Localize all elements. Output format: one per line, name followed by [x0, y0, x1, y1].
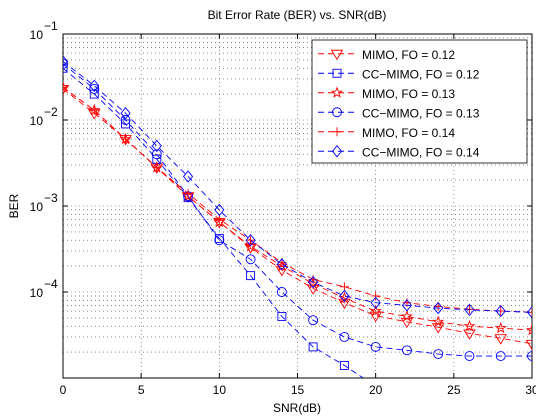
marker: [120, 106, 131, 120]
marker: [369, 311, 382, 323]
legend-marker: [332, 127, 342, 137]
marker: [244, 239, 257, 252]
marker: [120, 115, 131, 125]
marker: [307, 277, 320, 289]
y-tick-exponent: −3: [44, 191, 58, 205]
legend-marker: [332, 107, 342, 118]
marker: [463, 319, 476, 332]
marker: [152, 163, 162, 173]
marker: [308, 275, 319, 289]
marker: [338, 298, 351, 310]
marker: [308, 315, 319, 326]
marker: [63, 58, 68, 69]
series-line: [63, 61, 532, 313]
marker: [401, 299, 413, 312]
marker: [63, 82, 68, 92]
marker: [433, 349, 444, 359]
legend-label: MIMO, FO = 0.12: [362, 48, 455, 62]
marker: [494, 321, 507, 334]
marker: [214, 214, 224, 224]
marker: [369, 304, 382, 317]
series-line: [63, 67, 365, 378]
legend-label: CC−MIMO, FO = 0.13: [362, 106, 480, 120]
marker: [89, 79, 100, 92]
marker: [63, 55, 69, 68]
y-tick-exponent: −2: [44, 105, 58, 119]
marker: [339, 360, 349, 370]
marker: [464, 303, 475, 317]
marker: [277, 311, 287, 321]
legend-marker: [331, 145, 343, 158]
marker: [463, 329, 476, 340]
marker: [306, 284, 320, 295]
marker: [245, 234, 256, 247]
y-tick-exponent: −4: [44, 277, 58, 291]
marker: [89, 105, 99, 115]
y-tick-exponent: −1: [44, 19, 58, 33]
marker: [276, 258, 287, 271]
marker: [495, 351, 506, 361]
y-tick-label: 10: [30, 200, 44, 214]
marker: [121, 134, 131, 144]
marker: [308, 342, 318, 352]
marker: [526, 306, 532, 319]
marker: [371, 291, 381, 301]
y-tick-label: 10: [30, 28, 44, 42]
marker: [246, 235, 256, 245]
marker: [151, 149, 162, 160]
marker: [214, 235, 225, 246]
axes-box: [62, 33, 533, 379]
legend-marker: [330, 86, 344, 98]
marker: [433, 301, 444, 315]
marker: [339, 289, 350, 303]
x-tick-label: 5: [138, 383, 145, 397]
marker: [63, 80, 70, 93]
marker: [401, 345, 412, 356]
marker: [339, 332, 350, 342]
marker: [151, 139, 162, 153]
x-tick-label: 20: [369, 383, 383, 397]
marker: [246, 271, 256, 281]
legend-box: [311, 39, 528, 164]
legend-label: CC−MIMO, FO = 0.14: [362, 145, 480, 159]
x-tick-label: 0: [60, 383, 67, 397]
y-axis-label: BER: [7, 193, 21, 218]
x-axis-label: SNR(dB): [273, 401, 321, 415]
marker: [63, 63, 68, 73]
plot-layer: [63, 55, 532, 378]
marker: [527, 351, 532, 361]
marker: [89, 83, 100, 94]
legend-label: MIMO, FO = 0.14: [362, 126, 455, 140]
marker: [370, 341, 381, 352]
x-tick-label: 30: [525, 383, 536, 397]
y-tick-label: 10: [30, 114, 44, 128]
marker: [276, 287, 287, 297]
marker: [245, 254, 256, 265]
x-tick-label: 25: [447, 383, 461, 397]
marker: [464, 351, 475, 361]
marker: [183, 188, 193, 198]
marker: [213, 215, 226, 228]
legend-label: CC−MIMO, FO = 0.12: [362, 67, 480, 81]
marker: [214, 203, 225, 217]
marker: [525, 323, 532, 336]
series-line: [63, 86, 532, 313]
legend-label: MIMO, FO = 0.13: [362, 87, 455, 101]
marker: [182, 189, 195, 202]
marker: [370, 296, 381, 309]
legend-marker: [330, 49, 344, 61]
marker: [89, 89, 99, 99]
marker: [400, 310, 413, 322]
marker: [182, 170, 194, 183]
chart-title: Bit Error Rate (BER) vs. SNR(dB): [208, 8, 387, 22]
marker: [525, 339, 532, 351]
marker: [494, 334, 508, 345]
marker: [495, 304, 506, 318]
legend-marker: [332, 68, 342, 78]
x-tick-label: 15: [291, 383, 305, 397]
y-tick-label: 10: [30, 286, 44, 300]
marker: [432, 315, 445, 327]
x-tick-label: 10: [213, 383, 227, 397]
